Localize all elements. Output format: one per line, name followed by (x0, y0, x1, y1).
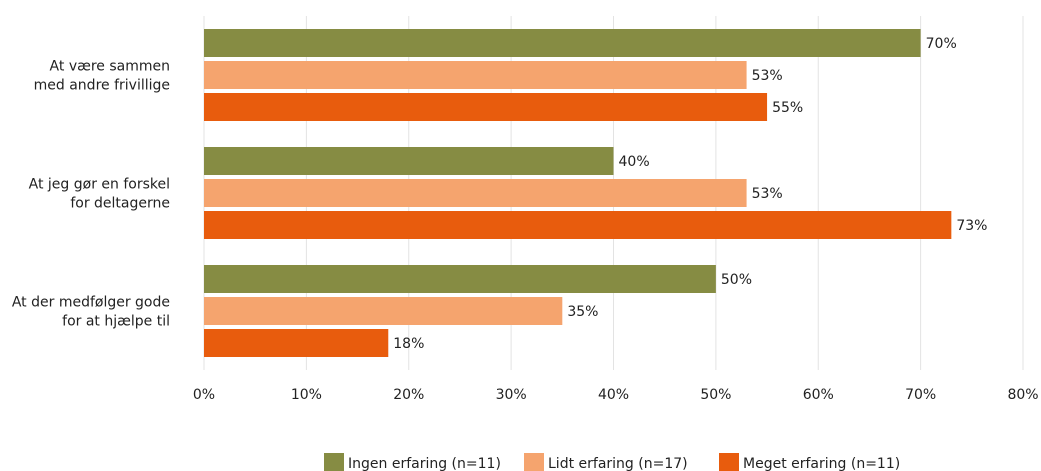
data-label: 73% (956, 218, 987, 234)
x-tick-label: 70% (905, 387, 936, 403)
bar (204, 265, 716, 293)
data-label: 53% (752, 68, 783, 84)
bar (204, 61, 747, 89)
bar (204, 179, 747, 207)
data-label: 53% (752, 186, 783, 202)
data-label: 40% (619, 154, 650, 170)
x-tick-label: 20% (393, 387, 424, 403)
data-label: 18% (393, 336, 424, 352)
category-label: for deltagerne (70, 196, 170, 212)
x-tick-label: 60% (803, 387, 834, 403)
x-tick-label: 40% (598, 387, 629, 403)
legend-label: Ingen erfaring (n=11) (348, 456, 501, 471)
category-label: At der medfølger gode (12, 295, 170, 311)
legend-swatch (524, 453, 544, 471)
category-label: At jeg gør en forskel (29, 177, 170, 193)
category-label: med andre frivillige (34, 78, 170, 94)
bar (204, 329, 389, 357)
x-tick-label: 0% (193, 387, 215, 403)
data-label: 70% (926, 36, 957, 52)
category-label: for at hjælpe til (62, 314, 170, 330)
bar (204, 147, 614, 175)
x-tick-label: 80% (1007, 387, 1038, 403)
data-label: 55% (772, 100, 803, 116)
bar (204, 29, 921, 57)
bar (204, 211, 952, 239)
legend-label: Lidt erfaring (n=17) (548, 456, 688, 471)
legend-label: Meget erfaring (n=11) (743, 456, 900, 471)
x-tick-label: 50% (700, 387, 731, 403)
bar (204, 297, 563, 325)
data-label: 50% (721, 272, 752, 288)
category-label: At være sammen (50, 59, 170, 75)
data-label: 35% (567, 304, 598, 320)
x-tick-label: 30% (496, 387, 527, 403)
legend-swatch (324, 453, 344, 471)
x-tick-label: 10% (291, 387, 322, 403)
bar (204, 93, 768, 121)
legend-swatch (719, 453, 739, 471)
